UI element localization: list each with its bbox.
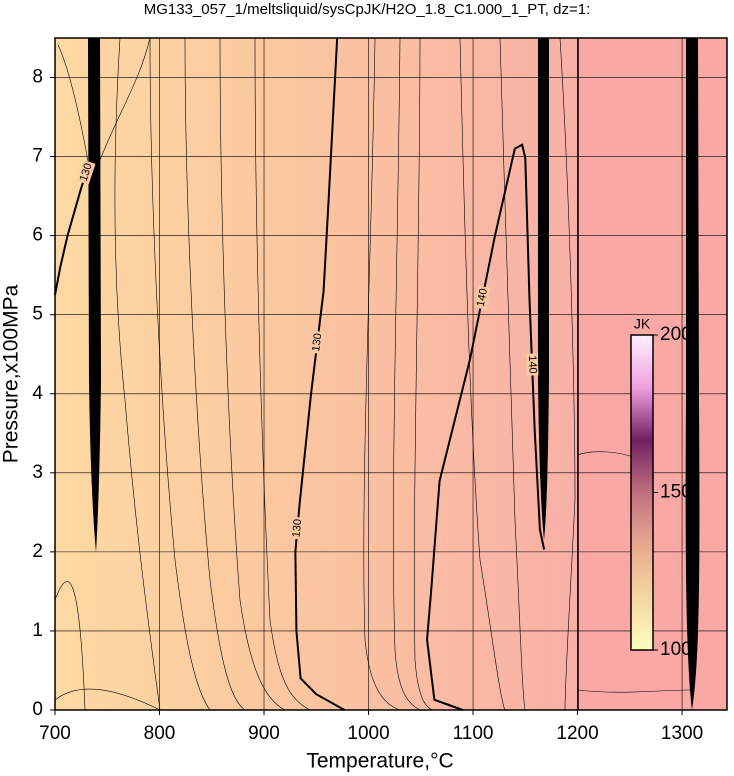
y-tick-label: 6 [32,225,43,246]
colorbar: JK 100 150 200 [630,316,692,660]
thin-contours [54,37,691,711]
x-tick-label: 700 [39,723,71,744]
y-tick-label: 7 [32,146,43,167]
y-tick-label: 0 [32,699,43,720]
y-axis-label: Pressure,x100MPa [0,284,23,463]
x-tick-label: 1100 [453,723,494,744]
y-tick-label: 8 [32,67,43,88]
plot-frame [54,37,728,711]
colorbar-tick-label: 100 [660,639,692,660]
contour-label: 130 [310,333,324,353]
contour-label-bg [290,516,305,540]
x-tick-label: 1300 [661,723,703,744]
x-tick-label: 1200 [556,723,598,744]
x-tick-label: 1000 [347,723,389,744]
contours: 130 130 140 140 130 [54,37,546,711]
chart-title: MG133_057_1/meltsliquid/sysCpJK/H2O_1.8_… [144,1,591,18]
y-tick-label: 1 [32,620,43,641]
colorbar-tick-label: 200 [660,324,692,345]
y-tick-label: 2 [32,541,43,562]
dense-contour-band [538,38,549,540]
contour-label-bg [310,330,325,355]
contour-label-bg [525,353,539,376]
contour-label: 130 [78,162,95,183]
colorbar-label: JK [634,316,651,332]
contour-label: 130 [291,518,305,537]
colorbar-tick-label: 150 [660,482,692,503]
x-tick-label: 900 [248,723,280,744]
axes: 700 800 900 1000 1100 1200 1300 0 1 2 3 4 5 6 7 8 [32,67,703,744]
y-tick-label: 4 [32,383,43,404]
contour-label: 140 [526,355,539,374]
dense-contour-band [685,38,700,710]
x-axis-label: Temperature,°C [306,750,453,773]
contour-line [426,143,546,711]
contour-label-bg [474,285,491,310]
contour-label: 140 [475,288,490,308]
y-tick-label: 5 [32,304,43,325]
y-tick-label: 3 [32,462,43,483]
contour-label-bg [77,160,96,185]
colorbar-scale [630,334,654,651]
x-tick-label: 800 [144,723,176,744]
plot-background [55,38,578,710]
